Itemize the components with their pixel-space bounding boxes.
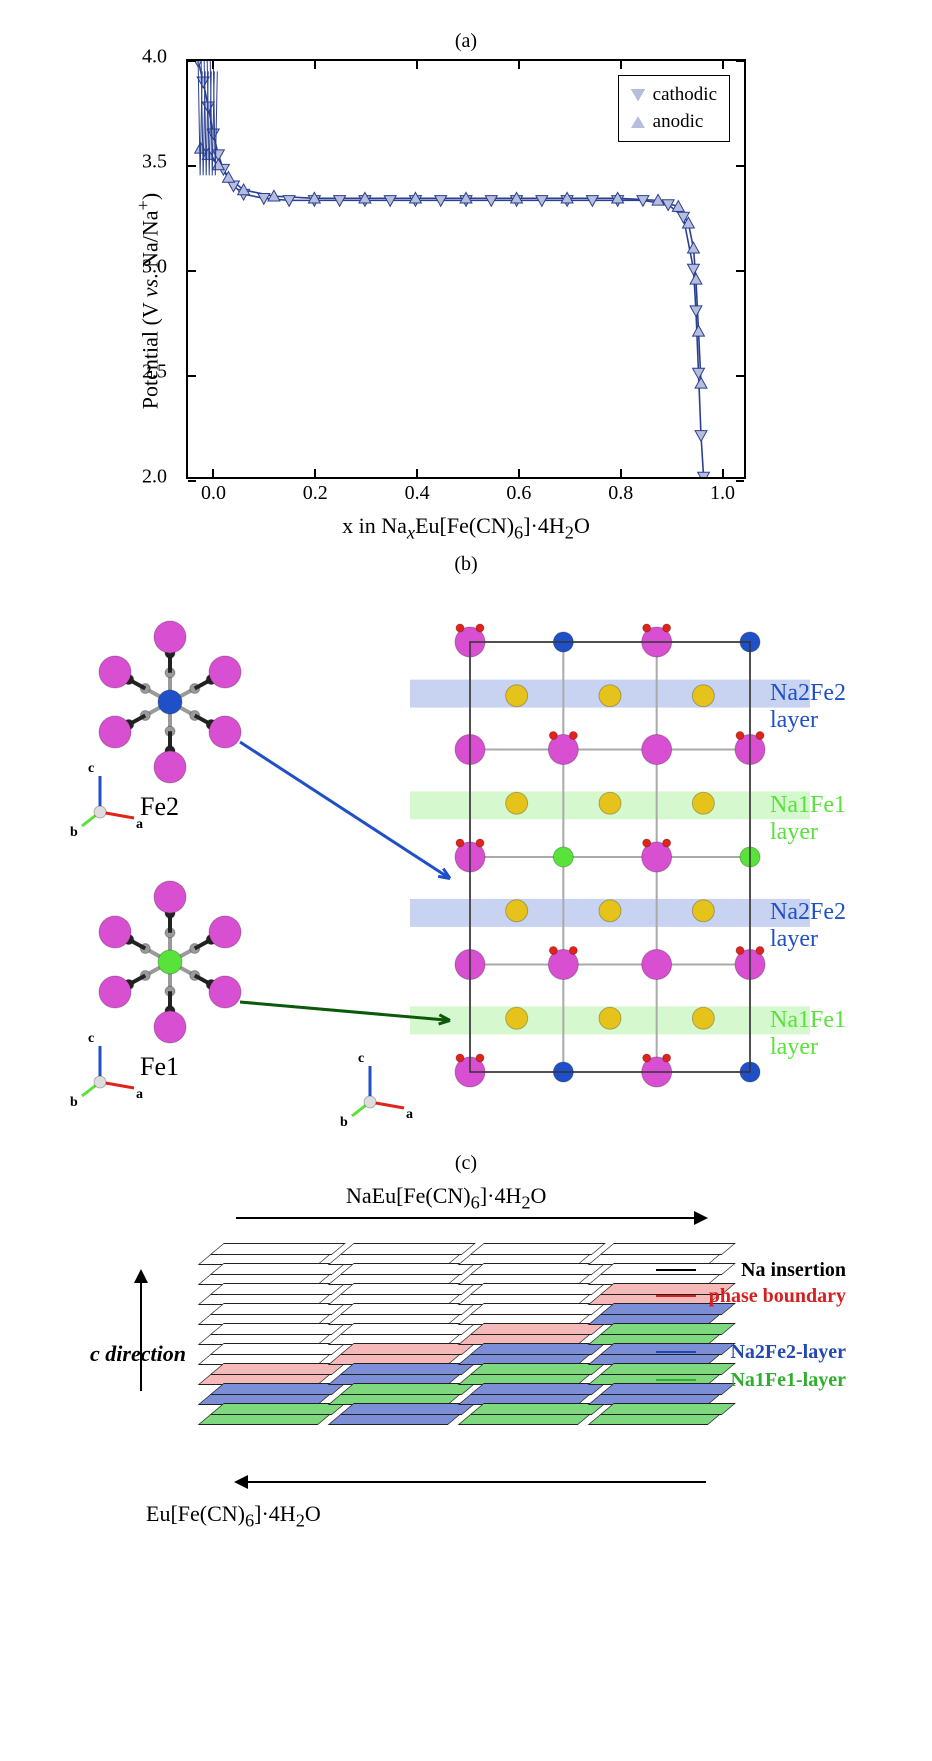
ytick-label: 2.5 [142,361,167,384]
panel-c-legend-item: Na1Fe1-layer [730,1369,846,1392]
ytick-label: 3.5 [142,151,167,174]
legend-marker-cathodic [631,89,645,101]
slab [588,1411,725,1425]
chart-a-xlabel: x in NaxEu[Fe(CN)6]·4H2O [126,513,806,543]
legend-marker-anodic [631,116,645,128]
layer-label: Na2Fe2 layer [770,899,892,953]
ytick-label: 4.0 [142,46,167,69]
svg-text:c: c [88,1031,94,1046]
svg-text:a: a [136,1087,143,1102]
panel-c-legend-item: Na insertion [741,1259,846,1282]
svg-text:b: b [70,1095,78,1110]
ytick-label: 2.0 [142,466,167,489]
fe1-label: Fe1 [140,1052,179,1082]
panel-a-label: (a) [40,30,892,53]
panel-c-legend-item: Na2Fe2-layer [730,1341,846,1364]
panel-b-label: (b) [40,553,892,576]
c-direction-label: c direction [90,1341,186,1367]
svg-text:c: c [88,761,94,776]
panel-c-formula-top: NaEu[Fe(CN)6]·4H2O [346,1183,546,1213]
legend-row-cathodic: cathodic [631,82,717,109]
svg-text:b: b [70,825,78,840]
slab [198,1411,335,1425]
layer-label: Na1Fe1 layer [770,1007,892,1061]
legend-label-anodic: anodic [653,109,704,136]
arrow-up-c [140,1271,142,1391]
fe2-label: Fe2 [140,792,179,822]
ytick-label: 3.0 [142,256,167,279]
panel-b-illustration: cabcabcab Na2Fe2 layerNa1Fe1 layerNa2Fe2… [40,582,892,1142]
panel-c-schematic: NaEu[Fe(CN)6]·4H2O c direction Na insert… [86,1181,846,1561]
panel-c-formula-bottom: Eu[Fe(CN)6]·4H2O [146,1501,321,1531]
layer-label: Na1Fe1 layer [770,792,892,846]
layer-label: Na2Fe2 layer [770,680,892,734]
xtick-label: 0.8 [608,482,633,505]
svg-text:a: a [406,1107,413,1122]
xtick-label: 0.4 [405,482,430,505]
chart-a-legend: cathodic anodic [618,75,730,142]
xtick-label: 1.0 [710,482,735,505]
xtick-label: 0.6 [506,482,531,505]
xtick-label: 0.2 [303,482,328,505]
svg-text:b: b [340,1115,348,1130]
slab [328,1411,465,1425]
panel-c-label: (c) [40,1152,892,1175]
arrow-left [236,1481,706,1483]
arrow-right [236,1217,706,1219]
chart-a: cathodic anodic 0.00.20.40.60.81.02.02.5… [186,59,746,479]
panel-c-legend-item: phase boundary [709,1285,846,1308]
legend-row-anodic: anodic [631,109,717,136]
slab [458,1411,595,1425]
svg-text:c: c [358,1051,364,1066]
legend-label-cathodic: cathodic [653,82,717,109]
xtick-label: 0.0 [201,482,226,505]
